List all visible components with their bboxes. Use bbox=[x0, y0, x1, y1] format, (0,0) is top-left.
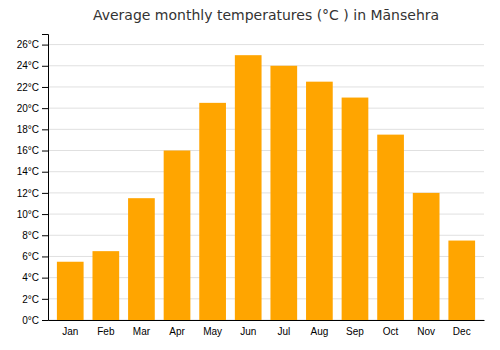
x-tick-label: Jun bbox=[240, 326, 256, 337]
y-tick-label: 14°C bbox=[17, 166, 39, 177]
y-tick-label: 18°C bbox=[17, 124, 39, 135]
y-tick-label: 10°C bbox=[17, 209, 39, 220]
y-tick-label: 26°C bbox=[17, 39, 39, 50]
grid-line bbox=[48, 44, 484, 45]
x-tick-label: Apr bbox=[169, 326, 185, 337]
bars bbox=[57, 55, 475, 320]
x-tick-label: Aug bbox=[310, 326, 328, 337]
chart-container: Jan Feb Mar Apr May Jun Jul Aug Sep Oct Nov Dec 0°C 2… bbox=[0, 0, 500, 350]
y-tick: 24°C bbox=[17, 60, 48, 71]
x-axis: Jan Feb Mar Apr May Jun Jul Aug Sep Oct Nov Dec bbox=[49, 321, 485, 338]
grid-line bbox=[48, 150, 484, 151]
y-tick: 12°C bbox=[17, 188, 48, 199]
y-tick: 26°C bbox=[17, 39, 48, 50]
y-tick: 10°C bbox=[17, 209, 48, 220]
y-tick-mark bbox=[42, 235, 48, 236]
x-tick-label: Jul bbox=[277, 326, 290, 337]
grid-line bbox=[48, 86, 484, 87]
y-tick-label: 8°C bbox=[22, 230, 39, 241]
x-tick-label: Jan bbox=[62, 326, 78, 337]
y-tick-mark bbox=[42, 129, 48, 130]
x-tick-label: May bbox=[203, 326, 222, 337]
bar bbox=[270, 66, 297, 320]
y-axis-line bbox=[42, 35, 49, 321]
bar bbox=[413, 193, 440, 320]
x-tick: Feb bbox=[97, 326, 115, 337]
y-tick-label: 0°C bbox=[22, 315, 39, 326]
y-tick-label: 6°C bbox=[22, 251, 39, 262]
y-tick-mark bbox=[42, 45, 48, 46]
bar bbox=[164, 151, 191, 320]
grid bbox=[48, 45, 484, 320]
y-tick-mark bbox=[42, 214, 48, 215]
x-tick: Aug bbox=[310, 326, 328, 337]
y-tick-mark bbox=[42, 108, 48, 109]
bar bbox=[92, 251, 119, 320]
plot: Jan Feb Mar Apr May Jun Jul Aug Sep Oct Nov Dec 0°C 2… bbox=[17, 35, 485, 338]
bar bbox=[377, 135, 404, 320]
y-tick-mark bbox=[42, 66, 48, 67]
y-tick-label: 2°C bbox=[22, 294, 39, 305]
y-tick-mark bbox=[42, 87, 48, 88]
bar bbox=[199, 103, 226, 320]
x-tick: Jul bbox=[277, 326, 290, 337]
y-tick-label: 4°C bbox=[22, 272, 39, 283]
x-tick: Sep bbox=[346, 326, 364, 337]
x-tick-label: Dec bbox=[453, 326, 471, 337]
title: Average monthly temperatures (°C ) in Mā… bbox=[93, 7, 439, 23]
y-tick: 6°C bbox=[22, 251, 48, 262]
x-tick: Jun bbox=[240, 326, 256, 337]
x-tick: Apr bbox=[169, 326, 185, 337]
x-tick-label: Oct bbox=[383, 326, 399, 337]
grid-line bbox=[48, 129, 484, 130]
x-tick: May bbox=[203, 326, 222, 337]
x-tick-label: Mar bbox=[133, 326, 151, 337]
bar bbox=[128, 198, 155, 320]
x-tick: Dec bbox=[453, 326, 471, 337]
y-tick-mark bbox=[42, 193, 48, 194]
grid-line bbox=[48, 171, 484, 172]
x-tick-label: Sep bbox=[346, 326, 364, 337]
x-tick-label: Feb bbox=[97, 326, 115, 337]
x-axis-line bbox=[49, 320, 485, 321]
y-tick-mark bbox=[42, 320, 48, 321]
y-tick: 0°C bbox=[22, 315, 48, 326]
y-tick: 20°C bbox=[17, 103, 48, 114]
x-tick: Oct bbox=[383, 326, 399, 337]
chart-svg: Jan Feb Mar Apr May Jun Jul Aug Sep Oct Nov Dec 0°C 2… bbox=[0, 0, 500, 350]
grid-line bbox=[48, 108, 484, 109]
y-tick: 18°C bbox=[17, 124, 48, 135]
grid-line bbox=[48, 65, 484, 66]
y-tick-mark bbox=[42, 299, 48, 300]
x-tick: Nov bbox=[417, 326, 435, 337]
bar bbox=[235, 55, 262, 320]
y-tick: 4°C bbox=[22, 272, 48, 283]
bar bbox=[57, 262, 84, 320]
y-tick: 14°C bbox=[17, 166, 48, 177]
y-tick: 22°C bbox=[17, 82, 48, 93]
y-tick: 2°C bbox=[22, 294, 48, 305]
y-tick: 8°C bbox=[22, 230, 48, 241]
x-tick-label: Nov bbox=[417, 326, 435, 337]
y-tick-mark bbox=[42, 151, 48, 152]
y-tick-mark bbox=[42, 172, 48, 173]
y-tick-label: 20°C bbox=[17, 103, 39, 114]
bar bbox=[448, 241, 475, 320]
y-tick-mark bbox=[42, 278, 48, 279]
bar bbox=[342, 98, 369, 320]
y-tick-label: 22°C bbox=[17, 82, 39, 93]
x-tick: Jan bbox=[62, 326, 78, 337]
y-tick-mark bbox=[42, 256, 48, 257]
y-tick-label: 24°C bbox=[17, 60, 39, 71]
x-tick: Mar bbox=[133, 326, 151, 337]
y-axis: 0°C 2°C 4°C 6°C 8°C 10°C 12°C 14°C 16°C 18°C 20°C 2… bbox=[17, 35, 49, 326]
bar bbox=[306, 82, 333, 320]
y-tick: 16°C bbox=[17, 145, 48, 156]
y-tick-label: 12°C bbox=[17, 188, 39, 199]
y-tick-label: 16°C bbox=[17, 145, 39, 156]
